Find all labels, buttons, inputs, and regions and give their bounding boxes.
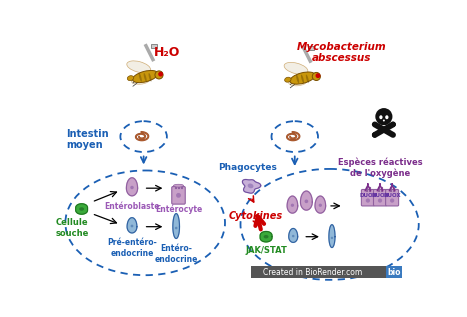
Text: Created in BioRender.com: Created in BioRender.com (263, 268, 362, 277)
Ellipse shape (127, 61, 150, 73)
Ellipse shape (285, 77, 291, 82)
Ellipse shape (304, 199, 308, 203)
Text: DUOX: DUOX (359, 193, 377, 198)
Ellipse shape (301, 74, 304, 83)
Text: Cellule
souche: Cellule souche (56, 218, 89, 238)
Ellipse shape (385, 115, 389, 119)
Ellipse shape (380, 121, 388, 125)
Circle shape (390, 122, 396, 127)
Text: Entéro-
endocrine: Entéro- endocrine (155, 244, 198, 264)
Circle shape (312, 72, 320, 81)
Ellipse shape (175, 227, 177, 229)
FancyBboxPatch shape (386, 190, 399, 206)
Circle shape (372, 132, 377, 138)
Ellipse shape (139, 73, 142, 82)
FancyBboxPatch shape (150, 44, 157, 48)
Ellipse shape (264, 235, 269, 238)
Ellipse shape (79, 207, 84, 211)
FancyBboxPatch shape (386, 266, 402, 278)
Ellipse shape (291, 204, 294, 207)
Polygon shape (242, 179, 261, 193)
Ellipse shape (284, 62, 308, 74)
Ellipse shape (383, 120, 385, 121)
Text: Entérocyte: Entérocyte (155, 204, 202, 214)
Polygon shape (173, 214, 179, 238)
Ellipse shape (296, 74, 299, 83)
Ellipse shape (306, 74, 309, 83)
Text: Entéroblaste: Entéroblaste (104, 202, 160, 211)
Text: Phagocytes: Phagocytes (218, 163, 277, 172)
Text: Intestin
moyen: Intestin moyen (66, 129, 109, 151)
Ellipse shape (378, 198, 382, 203)
Ellipse shape (292, 235, 295, 237)
Ellipse shape (289, 78, 306, 86)
Text: bio: bio (387, 268, 401, 277)
FancyBboxPatch shape (374, 190, 387, 206)
Ellipse shape (149, 73, 152, 82)
Ellipse shape (127, 76, 134, 81)
Ellipse shape (248, 184, 254, 188)
Polygon shape (127, 218, 137, 233)
Ellipse shape (331, 237, 333, 239)
Ellipse shape (130, 186, 134, 189)
Ellipse shape (318, 204, 322, 207)
Polygon shape (329, 225, 335, 248)
Circle shape (158, 72, 163, 76)
Text: DUOX: DUOX (371, 193, 389, 198)
Polygon shape (287, 196, 297, 213)
Ellipse shape (379, 115, 382, 119)
Polygon shape (260, 231, 272, 242)
FancyBboxPatch shape (308, 46, 314, 49)
Circle shape (375, 108, 392, 125)
Ellipse shape (366, 198, 370, 203)
FancyBboxPatch shape (172, 187, 185, 204)
Ellipse shape (290, 72, 315, 84)
Ellipse shape (176, 193, 181, 198)
Ellipse shape (144, 73, 147, 82)
Ellipse shape (133, 70, 158, 83)
Text: Cytokines: Cytokines (229, 211, 283, 221)
Polygon shape (315, 196, 325, 213)
Circle shape (155, 71, 163, 79)
Text: DUOX: DUOX (383, 193, 401, 198)
Polygon shape (300, 191, 312, 210)
Ellipse shape (173, 184, 184, 187)
Ellipse shape (131, 225, 134, 227)
Text: H₂O: H₂O (154, 46, 180, 59)
Circle shape (390, 122, 396, 127)
Circle shape (316, 73, 320, 78)
FancyBboxPatch shape (361, 190, 375, 206)
Text: Pré-entéro-
endocrine: Pré-entéro- endocrine (107, 238, 157, 258)
Polygon shape (76, 204, 87, 214)
FancyBboxPatch shape (251, 266, 386, 278)
Ellipse shape (390, 198, 394, 203)
Text: Espèces réactives
de l'oxygène: Espèces réactives de l'oxygène (338, 157, 422, 178)
Polygon shape (127, 178, 138, 196)
Circle shape (372, 132, 377, 138)
Polygon shape (289, 229, 297, 243)
Text: JAK/STAT: JAK/STAT (245, 246, 287, 255)
Ellipse shape (131, 77, 149, 84)
Text: Mycobacterium
abscessus: Mycobacterium abscessus (297, 42, 386, 63)
